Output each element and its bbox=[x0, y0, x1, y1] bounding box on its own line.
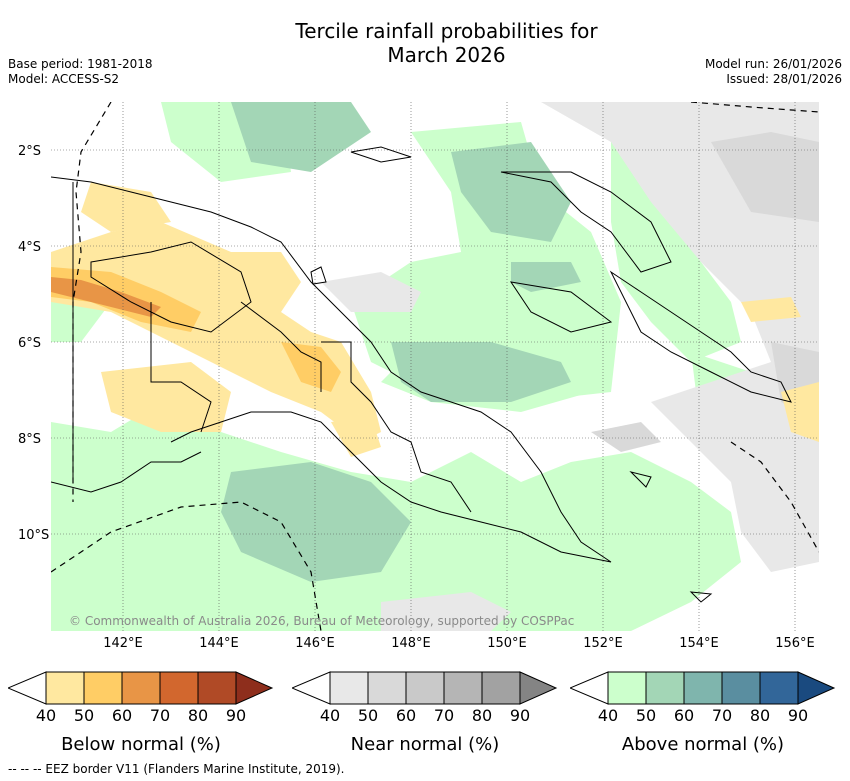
coastlines bbox=[51, 146, 792, 603]
below-swatch-60 bbox=[121, 671, 161, 705]
legend-near-normal: 40 50 60 70 80 90 Near normal (%) bbox=[292, 670, 558, 755]
near-tick: 90 bbox=[509, 706, 531, 725]
below-swatch-40 bbox=[45, 671, 85, 705]
near-tick: 80 bbox=[471, 706, 493, 725]
above-swatch-80 bbox=[759, 671, 799, 705]
above-normal-caption: Above normal (%) bbox=[621, 734, 785, 755]
copyright-text: © Commonwealth of Australia 2026, Bureau… bbox=[69, 614, 575, 628]
above-swatch-40 bbox=[607, 671, 647, 705]
eez-borders bbox=[51, 102, 819, 631]
legend-above-normal: 40 50 60 70 80 90 Above normal (%) bbox=[570, 670, 836, 755]
above-tick: 80 bbox=[749, 706, 771, 725]
above-normal-50-areas bbox=[221, 102, 581, 582]
lon-label-148e: 148°E bbox=[391, 636, 431, 651]
above-tick: 40 bbox=[597, 706, 619, 725]
province-borders bbox=[72, 182, 472, 513]
base-period-text: Base period: 1981-2018 bbox=[8, 57, 153, 71]
below-tick: 80 bbox=[187, 706, 209, 725]
below-normal-caption: Below normal (%) bbox=[61, 734, 221, 755]
near-swatch-40 bbox=[329, 671, 369, 705]
below-normal-colorbar bbox=[8, 671, 274, 705]
near-tick: 40 bbox=[319, 706, 341, 725]
below-tick: 40 bbox=[35, 706, 57, 725]
above-swatch-70 bbox=[721, 671, 761, 705]
lat-label-4s: 4°S bbox=[18, 240, 42, 255]
near-swatch-90 bbox=[519, 671, 558, 705]
above-tick: 90 bbox=[787, 706, 809, 725]
near-tick: 60 bbox=[395, 706, 417, 725]
above-normal-colorbar bbox=[570, 671, 836, 705]
below-normal-areas bbox=[51, 182, 819, 457]
near-swatch-50 bbox=[367, 671, 407, 705]
near-swatch-70 bbox=[443, 671, 483, 705]
above-tick: 50 bbox=[635, 706, 657, 725]
eez-border-note: -- -- -- EEZ border V11 (Flanders Marine… bbox=[8, 762, 345, 776]
model-run-text: Model run: 26/01/2026 bbox=[704, 57, 842, 71]
near-normal-caption: Near normal (%) bbox=[350, 734, 500, 755]
above-tick: 60 bbox=[673, 706, 695, 725]
lat-label-10s: 10°S bbox=[18, 528, 50, 543]
issued-text: Issued: 28/01/2026 bbox=[726, 72, 842, 86]
below-tick: 70 bbox=[149, 706, 171, 725]
below-tick: 60 bbox=[111, 706, 133, 725]
above-swatch-90 bbox=[797, 671, 836, 705]
base-model-info: Base period: 1981-2018 Model: ACCESS-S2 bbox=[8, 57, 153, 87]
lon-label-146e: 146°E bbox=[295, 636, 335, 651]
near-tick: 50 bbox=[357, 706, 379, 725]
lon-label-144e: 144°E bbox=[199, 636, 239, 651]
lon-label-154e: 154°E bbox=[679, 636, 719, 651]
lat-label-6s: 6°S bbox=[18, 336, 42, 351]
near-tick: 70 bbox=[433, 706, 455, 725]
above-normal-ticks: 40 50 60 70 80 90 bbox=[570, 706, 836, 726]
rainfall-map[interactable] bbox=[51, 102, 819, 631]
near-swatch-60 bbox=[405, 671, 445, 705]
model-text: Model: ACCESS-S2 bbox=[8, 72, 120, 86]
lon-label-150e: 150°E bbox=[487, 636, 527, 651]
map-title: Tercile rainfall probabilities for March… bbox=[0, 19, 850, 67]
run-issued-info: Model run: 26/01/2026 Issued: 28/01/2026 bbox=[705, 57, 842, 87]
lat-label-8s: 8°S bbox=[18, 432, 42, 447]
near-swatch-80 bbox=[481, 671, 521, 705]
near-normal-colorbar bbox=[292, 671, 558, 705]
below-swatch-70 bbox=[159, 671, 199, 705]
below-normal-ticks: 40 50 60 70 80 90 bbox=[8, 706, 274, 726]
below-tick: 90 bbox=[225, 706, 247, 725]
legend-below-normal: 40 50 60 70 80 90 Below normal (%) bbox=[8, 670, 274, 755]
above-tick: 70 bbox=[711, 706, 733, 725]
below-swatch-50 bbox=[83, 671, 123, 705]
lon-label-142e: 142°E bbox=[103, 636, 143, 651]
title-line-1: Tercile rainfall probabilities for bbox=[295, 19, 598, 43]
above-swatch-60 bbox=[683, 671, 723, 705]
below-swatch-80 bbox=[197, 671, 237, 705]
above-swatch-50 bbox=[645, 671, 685, 705]
title-line-2: March 2026 bbox=[387, 43, 506, 67]
map-svg bbox=[51, 102, 819, 631]
lon-label-156e: 156°E bbox=[775, 636, 815, 651]
near-normal-ticks: 40 50 60 70 80 90 bbox=[292, 706, 558, 726]
lon-label-152e: 152°E bbox=[583, 636, 623, 651]
below-tick: 50 bbox=[73, 706, 95, 725]
lat-label-2s: 2°S bbox=[18, 144, 42, 159]
below-swatch-90 bbox=[235, 671, 274, 705]
